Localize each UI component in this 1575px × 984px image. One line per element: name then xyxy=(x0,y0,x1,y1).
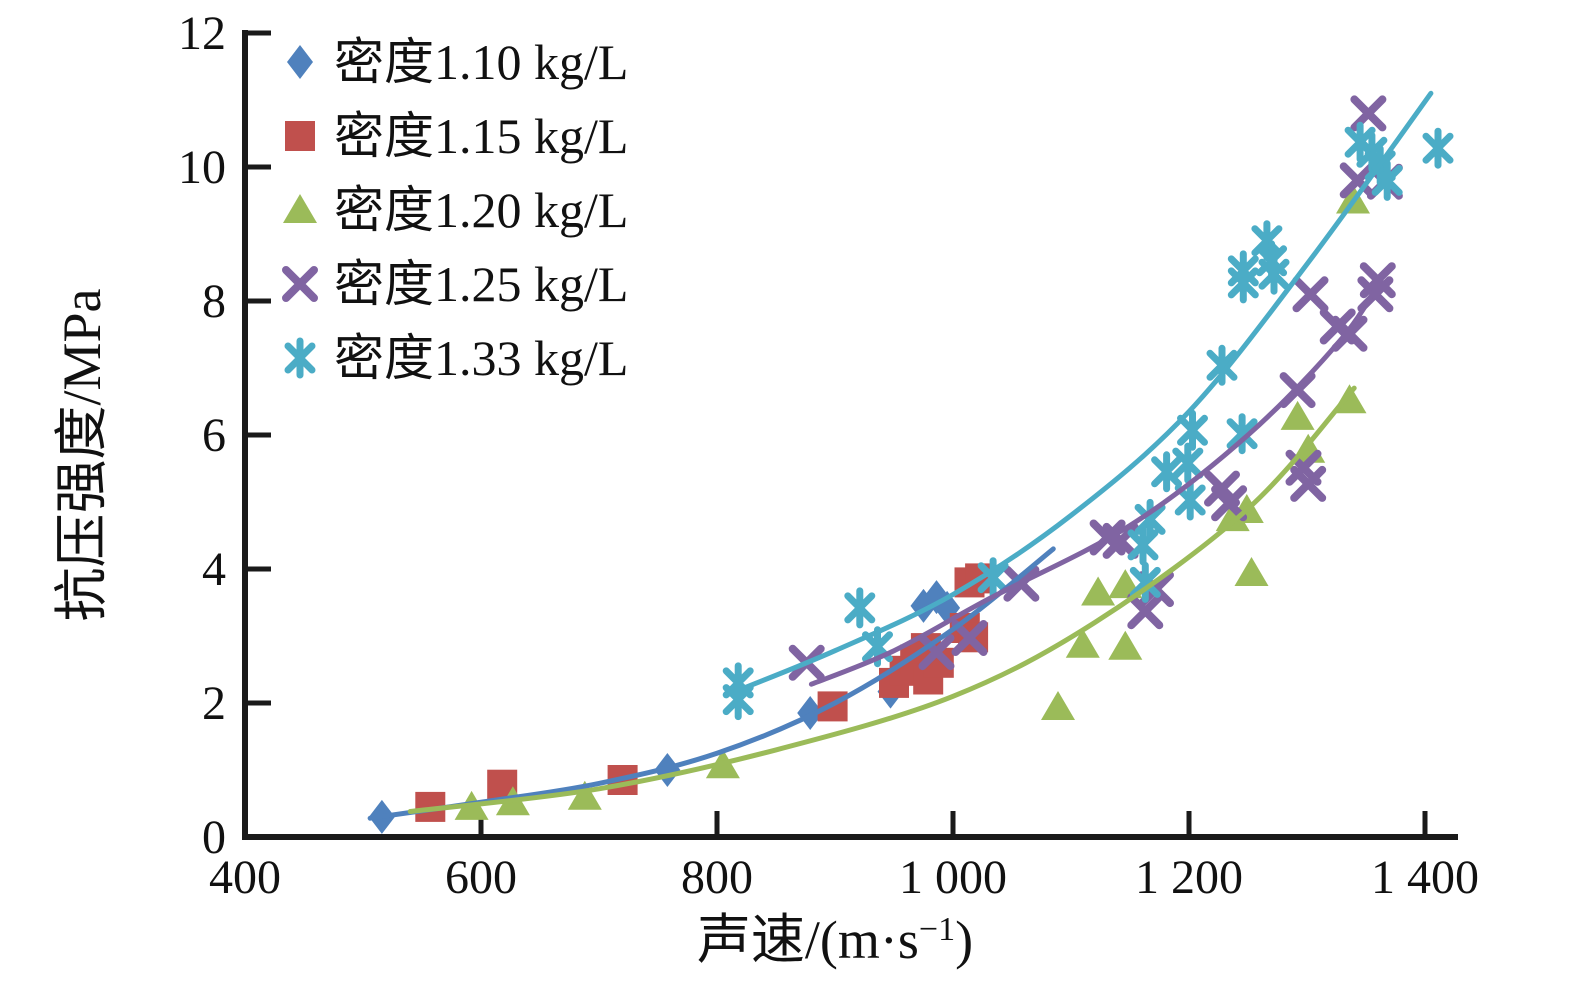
x-marker-icon xyxy=(1290,465,1327,502)
y-tick-label: 10 xyxy=(178,141,226,194)
asterisk-marker-icon xyxy=(844,587,876,629)
triangle-marker-icon xyxy=(1081,576,1116,606)
asterisk-marker-icon xyxy=(1258,253,1290,295)
x-marker-icon xyxy=(1292,276,1329,313)
legend-item-label: 密度1.20 kg/L xyxy=(334,182,628,238)
legend-item: 密度1.15 kg/L xyxy=(285,108,628,164)
x-marker-icon xyxy=(918,634,955,671)
y-tick-label: 0 xyxy=(202,811,226,864)
legend-item-label: 密度1.25 kg/L xyxy=(334,256,628,312)
asterisk-marker-icon xyxy=(1371,159,1403,201)
asterisk-marker-icon xyxy=(1422,127,1454,169)
legend-item: 密度1.10 kg/L xyxy=(287,34,628,90)
series-square xyxy=(415,563,996,822)
legend-item-label: 密度1.10 kg/L xyxy=(334,34,628,90)
asterisk-marker-icon xyxy=(1134,498,1166,540)
triangle-marker-icon xyxy=(1108,630,1143,660)
trend-curve-triangle xyxy=(407,385,1357,814)
y-tick-label: 6 xyxy=(202,409,226,462)
x-tick-label: 600 xyxy=(445,851,517,904)
y-tick-label: 2 xyxy=(202,677,226,730)
triangle-marker-icon xyxy=(1234,557,1269,586)
legend-item: 密度1.20 kg/L xyxy=(283,182,628,238)
y-axis: 0 2 4 6 8 10 12 抗压强度/MPa xyxy=(52,7,271,864)
x-axis-title: 声速/(m·s−1) xyxy=(697,910,973,970)
x-tick-label: 1 000 xyxy=(899,851,1007,904)
triangle-marker-icon xyxy=(1065,628,1100,658)
asterisk-marker-icon xyxy=(284,337,316,379)
legend-item: 密度1.25 kg/L xyxy=(282,256,628,312)
x-marker-icon xyxy=(1127,593,1164,630)
axes xyxy=(242,30,1458,840)
x-tick-label: 1 400 xyxy=(1371,851,1479,904)
asterisk-marker-icon xyxy=(1129,561,1161,603)
asterisk-marker-icon xyxy=(977,557,1009,599)
x-marker-icon xyxy=(951,620,988,656)
y-tick-label: 4 xyxy=(202,543,226,596)
x-axis: 400 600 800 1 000 1 200 1 400 声速/(m·s−1) xyxy=(209,811,1479,970)
x-tick-label: 400 xyxy=(209,851,281,904)
asterisk-marker-icon xyxy=(1177,409,1208,451)
diamond-marker-icon xyxy=(287,45,313,79)
legend-item-label: 密度1.15 kg/L xyxy=(334,108,628,164)
asterisk-marker-icon xyxy=(1172,442,1204,484)
legend-item: 密度1.33 kg/L xyxy=(284,330,628,386)
x-tick-label: 1 200 xyxy=(1135,851,1243,904)
legend: 密度1.10 kg/L 密度1.15 kg/L 密度1.20 kg/L 密度1.25 … xyxy=(282,34,628,386)
x-marker-icon xyxy=(282,266,318,302)
triangle-marker-icon xyxy=(567,780,602,810)
x-marker-icon xyxy=(1339,162,1376,199)
x-marker-icon xyxy=(1211,485,1248,522)
triangle-marker-icon xyxy=(1041,691,1075,720)
asterisk-marker-icon xyxy=(1151,451,1183,493)
asterisk-marker-icon xyxy=(1226,413,1258,455)
triangle-marker-icon xyxy=(1215,502,1250,532)
trend-curve-asterisk xyxy=(723,90,1434,698)
triangle-marker-icon xyxy=(283,194,317,223)
y-axis-title: 抗压强度/MPa xyxy=(52,288,112,621)
series-asterisk xyxy=(722,121,1454,721)
y-tick-label: 8 xyxy=(202,275,226,328)
axis-spine xyxy=(242,30,1458,840)
x-tick-label: 800 xyxy=(681,851,753,904)
square-marker-icon xyxy=(285,121,315,151)
y-tick-label: 12 xyxy=(178,7,226,60)
legend-item-label: 密度1.33 kg/L xyxy=(334,330,628,386)
trend-curve-x xyxy=(808,271,1387,687)
triangle-marker-icon xyxy=(1280,400,1315,430)
asterisk-marker-icon xyxy=(1227,262,1259,304)
